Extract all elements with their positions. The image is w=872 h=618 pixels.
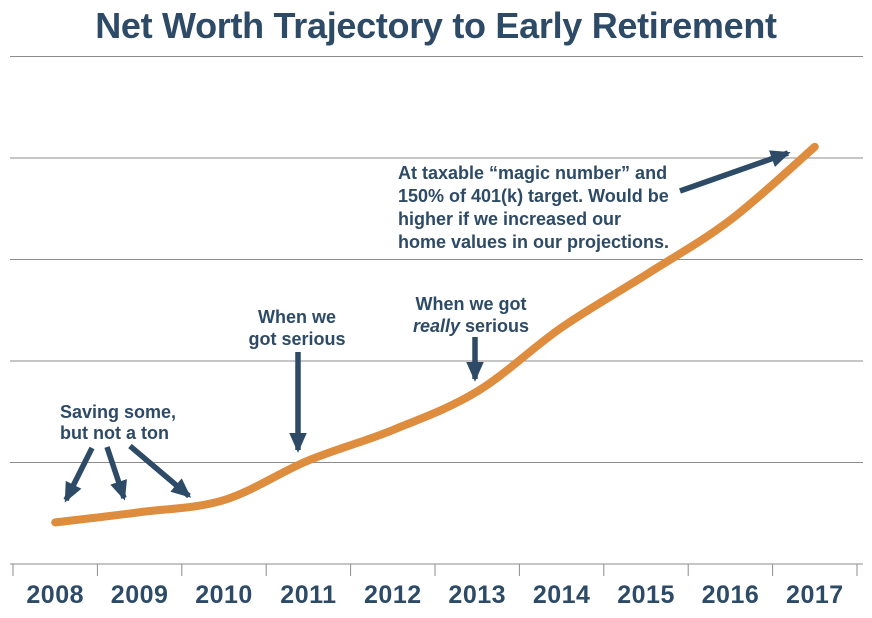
annotation-line: 150% of 401(k) target. Would be [398,186,669,206]
annotation-got-serious: When we got serious [237,306,357,350]
x-axis-label-2013: 2013 [448,581,507,609]
x-axis-label-2014: 2014 [532,581,591,609]
x-axis-label-2012: 2012 [364,581,422,609]
annotation-italic-word: really [412,316,460,336]
annotation-line: but not a ton [60,423,169,443]
annotation-saving-some: Saving some, but not a ton [60,402,176,444]
annotation-line: higher if we increased our [398,209,622,229]
annotation-magic-number: At taxable “magic number” and 150% of 40… [398,162,669,254]
annotation-line: got serious [248,329,346,349]
x-axis-label-2011: 2011 [280,581,337,609]
annotation-line: When we got [415,294,527,314]
x-axis-label-2017: 2017 [786,581,844,609]
chart-title: Net Worth Trajectory to Early Retirement [95,5,777,46]
annotation-line: When we [257,307,336,327]
annotation-line: At taxable “magic number” and [398,163,668,183]
annotation-line: really serious [412,316,530,336]
x-axis-label-2008: 2008 [26,581,85,609]
x-axis-label-2009: 2009 [110,581,169,609]
annotation-arrow-saving-some [104,446,127,501]
net-worth-curve [51,142,819,527]
x-axis-labels: 2008 2009 2010 2011 2012 2013 2014 2015 … [13,581,857,610]
x-axis-label-2015: 2015 [617,581,675,609]
annotation-arrow-magic-number [679,150,791,194]
x-axis-label-2016: 2016 [701,581,760,609]
annotation-arrow-saving-some [128,443,192,499]
annotation-arrow-saving-some [63,446,95,503]
annotation-line: Saving some, [60,402,177,422]
x-axis-label-2010: 2010 [195,581,253,609]
annotation-got-really-serious: When we got really serious [406,293,536,337]
annotation-line: home values in our projections. [398,232,670,252]
